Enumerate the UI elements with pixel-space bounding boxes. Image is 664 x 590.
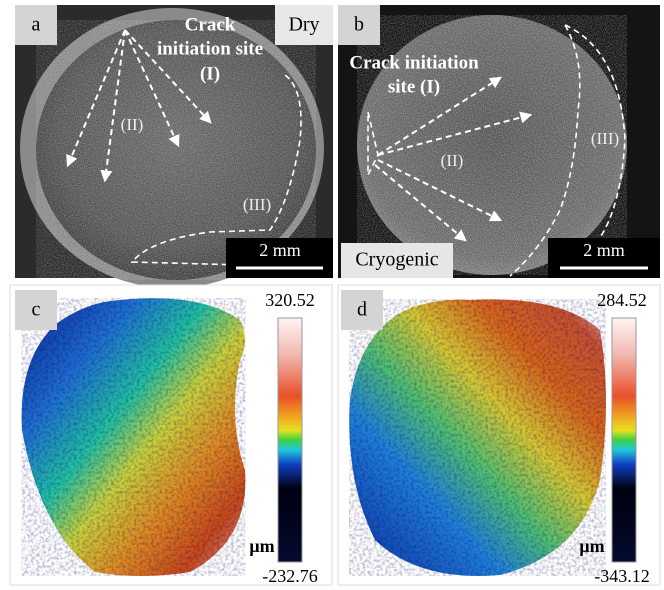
region-label: (III): [591, 129, 619, 148]
panel-c: c 320.52 μm -232.76: [10, 285, 332, 586]
condition-label: Cryogenic: [355, 249, 438, 271]
colorbar-unit: μm: [249, 536, 274, 556]
panel-a: a Dry Crack initiation site (I) (II) (II…: [15, 5, 333, 288]
colorbar-max: 284.52: [597, 290, 647, 310]
site-label: Crack initiation: [349, 52, 479, 73]
panel-label: b: [354, 14, 364, 36]
panel-label: c: [32, 299, 41, 321]
panel-d: d 284.52 μm -343.12: [338, 285, 660, 586]
colorbar-min: -343.12: [594, 566, 650, 586]
height-texture: [349, 299, 606, 576]
panel-label: a: [32, 14, 41, 36]
panel-label: d: [357, 299, 367, 321]
colorbar: [278, 318, 302, 562]
site-label: Crack: [185, 14, 236, 35]
condition-label: Dry: [288, 14, 319, 36]
region-label: (II): [121, 115, 144, 134]
colorbar-min: -232.76: [262, 566, 318, 586]
region-label: (III): [243, 195, 271, 214]
colorbar-max: 320.52: [265, 290, 315, 310]
site-label: site (I): [388, 76, 440, 97]
scale-bar-label: 2 mm: [583, 240, 625, 260]
figure: a Dry Crack initiation site (I) (II) (II…: [0, 0, 664, 590]
panel-b: b Crack initiation site (I) (II) (III) C…: [338, 5, 660, 278]
scale-bar-label: 2 mm: [259, 240, 301, 260]
colorbar-unit: μm: [579, 536, 604, 556]
site-label: (I): [200, 63, 220, 84]
colorbar: [612, 318, 636, 562]
site-label: initiation site: [157, 38, 263, 59]
region-label: (II): [441, 151, 464, 170]
